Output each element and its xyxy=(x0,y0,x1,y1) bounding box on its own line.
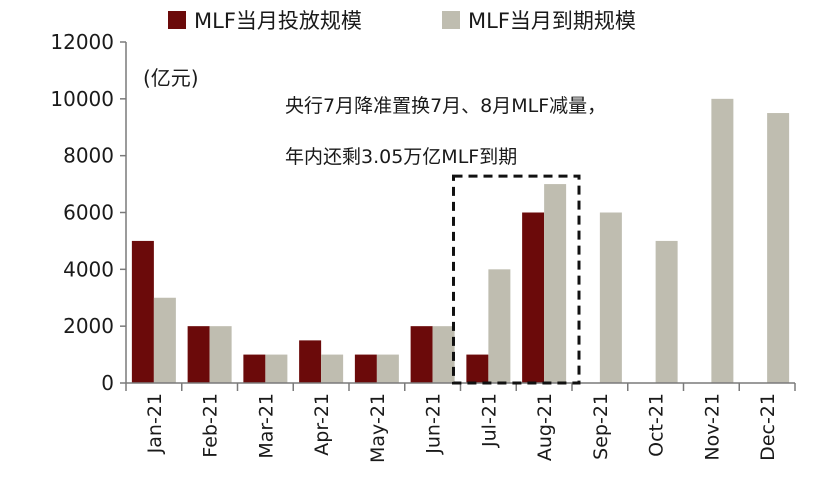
x-tick-label-may-21: May-21 xyxy=(367,393,389,463)
bar-maturing-sep-21 xyxy=(599,212,622,383)
x-tick-label-jun-21: Jun-21 xyxy=(423,393,445,455)
x-tick-label-mar-21: Mar-21 xyxy=(255,393,277,459)
x-tick-label-sep-21: Sep-21 xyxy=(590,393,612,460)
bar-issued-may-21 xyxy=(354,354,377,383)
x-tick-label-aug-21: Aug-21 xyxy=(534,393,556,461)
x-tick-label-apr-21: Apr-21 xyxy=(311,393,333,456)
y-tick-label-2000: 2000 xyxy=(63,314,114,338)
y-tick-label-8000: 8000 xyxy=(63,144,114,168)
highlight-box xyxy=(452,174,581,385)
annotation-line-2: 年内还剩3.05万亿MLF到期 xyxy=(285,146,517,168)
legend-swatch-issued xyxy=(168,11,186,29)
y-tick-label-12000: 12000 xyxy=(50,30,114,54)
bar-issued-jun-21 xyxy=(410,326,433,383)
bar-maturing-jun-21 xyxy=(432,326,455,383)
bar-maturing-feb-21 xyxy=(209,326,232,383)
y-tick-label-4000: 4000 xyxy=(63,257,114,281)
legend-label-issued: MLF当月投放规模 xyxy=(194,9,362,33)
y-tick-label-6000: 6000 xyxy=(63,201,114,225)
bar-maturing-dec-21 xyxy=(767,113,790,384)
bar-maturing-aug-21 xyxy=(544,184,567,383)
bar-maturing-jan-21 xyxy=(153,297,176,383)
bar-maturing-mar-21 xyxy=(265,354,288,383)
unit-label: (亿元) xyxy=(143,66,199,90)
x-tick-label-feb-21: Feb-21 xyxy=(200,393,222,458)
y-tick-label-0: 0 xyxy=(101,371,114,395)
x-tick-label-nov-21: Nov-21 xyxy=(701,393,723,461)
bar-issued-jul-21 xyxy=(466,354,489,383)
bar-issued-feb-21 xyxy=(187,326,210,383)
bar-maturing-may-21 xyxy=(376,354,399,383)
bar-issued-jan-21 xyxy=(131,240,154,383)
bar-maturing-nov-21 xyxy=(711,98,734,383)
plot-area: 0 2000 4000 6000 8000 10000 12000 Jan-21 Feb-21 M… xyxy=(50,30,796,463)
x-tick-label-oct-21: Oct-21 xyxy=(646,393,668,457)
y-tick-label-10000: 10000 xyxy=(50,87,114,111)
bar-issued-apr-21 xyxy=(299,340,322,383)
x-tick-label-dec-21: Dec-21 xyxy=(757,393,779,461)
bar-maturing-oct-21 xyxy=(655,240,678,383)
annotation-line-1: 央行7月降准置换7月、8月MLF减量， xyxy=(285,95,606,117)
x-tick-label-jul-21: Jul-21 xyxy=(478,393,500,448)
x-tick-label-jan-21: Jan-21 xyxy=(144,393,166,454)
legend: MLF当月投放规模 MLF当月到期规模 xyxy=(168,9,636,33)
bar-maturing-jul-21 xyxy=(488,269,511,383)
legend-swatch-maturing xyxy=(442,11,460,29)
legend-label-maturing: MLF当月到期规模 xyxy=(468,9,636,33)
bar-maturing-apr-21 xyxy=(321,354,344,383)
bar-issued-mar-21 xyxy=(243,354,266,383)
bar-issued-aug-21 xyxy=(522,212,545,383)
